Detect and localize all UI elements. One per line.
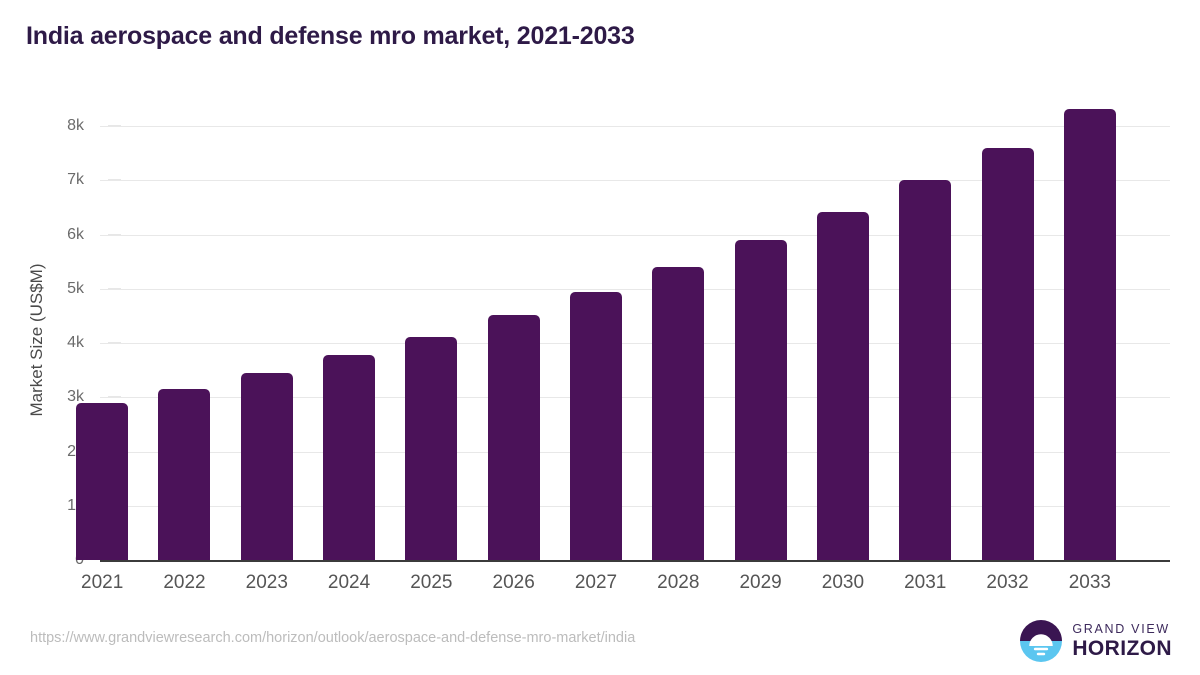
x-tick-label: 2032 (986, 572, 1029, 593)
brand-logo: GRAND VIEW HORIZON (1020, 620, 1172, 662)
page-title: India aerospace and defense mro market, … (26, 22, 635, 50)
bar[interactable] (981, 147, 1034, 560)
plot-area (76, 109, 1170, 560)
brand-line-1: GRAND VIEW (1072, 621, 1170, 636)
gridline (100, 234, 1170, 236)
gridline (100, 397, 1170, 399)
y-tick-label: 2k (24, 443, 84, 461)
y-tick-label: 5k (67, 279, 84, 297)
bar[interactable] (405, 336, 458, 560)
bar[interactable] (487, 315, 540, 560)
bar[interactable] (899, 180, 952, 560)
y-tick-label: 6k (67, 225, 84, 243)
x-tick-label: 2029 (739, 572, 782, 593)
gridline (100, 126, 1170, 127)
bar[interactable] (570, 292, 622, 560)
x-tick-label: 2033 (1068, 572, 1111, 593)
source-url[interactable]: https://www.grandviewresearch.com/horizo… (30, 630, 636, 646)
gridline (100, 505, 1170, 507)
x-tick-label: 2028 (657, 572, 700, 593)
x-tick-label: 2026 (492, 572, 535, 593)
gridline (100, 288, 1170, 290)
brand-line-2: HORIZON (1072, 637, 1172, 661)
grand-view-horizon-logo-icon (1020, 620, 1063, 662)
bar[interactable] (158, 389, 211, 560)
bar[interactable] (816, 212, 869, 560)
x-tick-label: 2030 (821, 572, 865, 593)
bar[interactable] (323, 355, 376, 560)
x-tick-label: 2025 (410, 572, 453, 593)
bar[interactable] (734, 239, 787, 560)
x-tick-label: 2031 (904, 572, 947, 593)
y-tick-label: 8k (67, 117, 84, 134)
gridline (100, 180, 1170, 182)
y-tick-label: 7k (67, 171, 84, 189)
x-axis-line (100, 560, 1170, 562)
x-tick-label: 2023 (245, 572, 288, 593)
x-tick-label: 2024 (327, 572, 371, 593)
x-tick-label: 2022 (163, 572, 206, 593)
x-tick-label: 2021 (81, 572, 124, 593)
y-tick-label: 4k (67, 334, 84, 351)
x-tick-label: 2027 (574, 572, 618, 593)
bar[interactable] (652, 266, 705, 560)
bar[interactable] (76, 402, 129, 560)
bar[interactable] (240, 373, 293, 560)
y-tick-label: 0 (24, 551, 84, 569)
y-tick-label: 3k (67, 388, 84, 406)
y-tick-label: 1k (24, 497, 84, 515)
brand-wordmark: GRAND VIEW HORIZON (1072, 623, 1172, 660)
gridline (100, 343, 1170, 344)
gridline (100, 451, 1170, 453)
bar[interactable] (1063, 109, 1116, 560)
